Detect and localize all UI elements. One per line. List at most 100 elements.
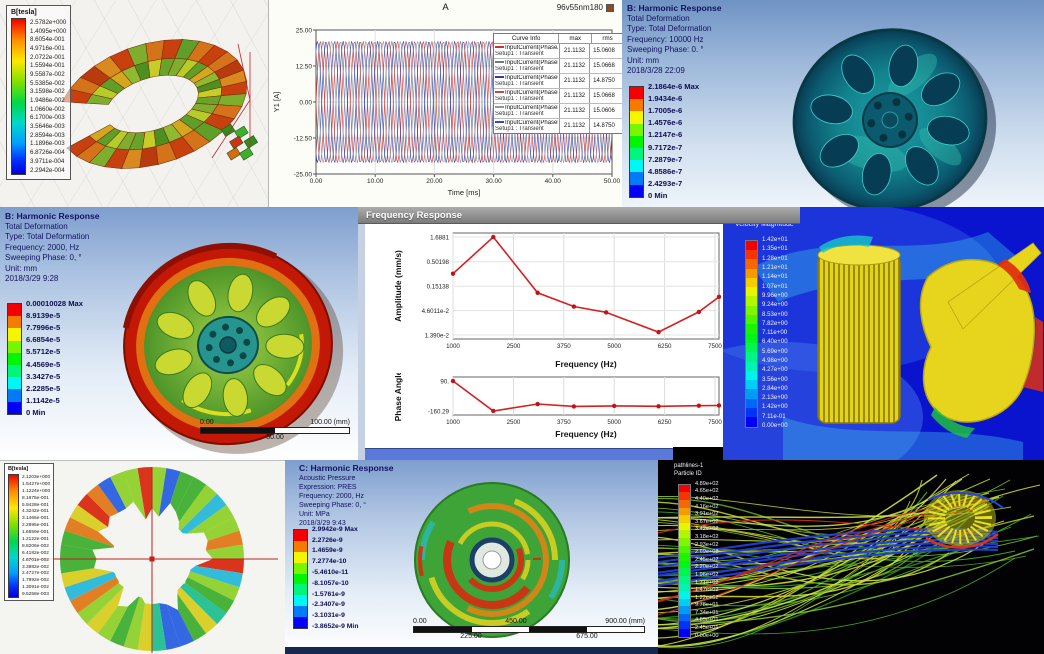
curve-setup: Setup1 : Transient <box>495 51 544 57</box>
ruler-label: 100.00 (mm) <box>310 419 350 426</box>
colorbar-label: 7.11e-01 <box>762 412 786 420</box>
colorbar-particle-id: 4.89e+02 4.65e+02 4.40e+02 4.16e+02 3.91e+02… <box>678 480 719 639</box>
result-line: Sweeping Phase: 0, ° <box>299 502 367 509</box>
colorbar-label: -2.3407e-9 <box>312 601 345 609</box>
model-badge: 96v55nm180 <box>557 3 614 12</box>
colorbar-label: 3.56e+00 <box>762 375 788 383</box>
panel-frequency-response: 1000 2500 3750 5000 6250 7500 1.6881 0.50198 0.1… <box>358 207 723 460</box>
svg-text:2500: 2500 <box>507 419 521 426</box>
colorbar-label: -8.1057e-10 <box>312 579 349 587</box>
wheel-3d-viewport[interactable] <box>0 207 358 460</box>
colorbar-label: 3.67e+02 <box>695 518 719 525</box>
svg-text:25.00: 25.00 <box>296 28 313 35</box>
svg-text:90.: 90. <box>440 378 449 385</box>
curve-color-swatch <box>495 91 504 94</box>
ruler-label: 450.00 <box>505 618 527 625</box>
pathlines-3d-viewport[interactable] <box>658 460 1044 654</box>
svg-text:6250: 6250 <box>658 343 672 350</box>
curve-color-swatch <box>495 46 504 49</box>
scale-ruler: 0.00 100.00 (mm) 50.00 <box>200 419 350 443</box>
colorbar-label: 4.89e+01 <box>695 617 719 624</box>
result-title: B: Harmonic Response <box>5 211 100 221</box>
curve-info-rows: InputCurrent(PhaseA) Setup1 : Transient … <box>494 44 622 133</box>
disc-3d-viewport[interactable] <box>285 460 658 654</box>
svg-text:5000: 5000 <box>607 419 621 426</box>
curve-rms: 14.8750 <box>593 123 615 129</box>
colorbar-labels: 2.1203e+000 1.5427e+000 1.1224e+000 8.1675e… <box>22 474 50 598</box>
ruler-label: 225.00 <box>460 633 482 640</box>
colorbar-label: 1.7005e-6 <box>648 105 683 115</box>
colorbar-label: 1.96e+02 <box>695 571 719 578</box>
curve-info-row: InputCurrent(PhaseA) Setup1 : Transient … <box>494 44 622 59</box>
colorbar-label: 2.2726e-9 <box>312 536 343 544</box>
colorbar-label: 1.28e+01 <box>762 254 788 262</box>
colorbar-labels: 4.89e+02 4.65e+02 4.40e+02 4.16e+02 3.91e+02… <box>695 480 719 639</box>
result-lines: Acoustic Pressure Expression: PRES Frequen… <box>299 474 394 528</box>
colorbar-label: 3.5646e-003 <box>30 123 65 131</box>
colorbar-label: 4.8586e-7 <box>648 166 683 176</box>
svg-text:Y1 [A]: Y1 [A] <box>272 92 281 112</box>
svg-text:1.6881: 1.6881 <box>430 234 449 241</box>
colorbar-label: 2.84e+00 <box>762 384 788 392</box>
result-line: Unit: mm <box>627 55 659 65</box>
colorbar-label: 1.21e+01 <box>762 264 788 272</box>
phase-chart[interactable]: 1000 2500 3750 5000 6250 7500 90. -160.29 Phase … <box>365 373 723 445</box>
svg-text:Amplitude (mm/s): Amplitude (mm/s) <box>393 250 403 322</box>
result-line: Frequency: 2000, Hz <box>299 493 364 500</box>
colorbar-label: 4.4569e-5 <box>26 359 61 369</box>
colorbar-label: -3.8652e-9 Min <box>312 623 359 631</box>
colorbar-label: 1.9486e-002 <box>30 97 65 105</box>
window-titlebar[interactable]: Frequency Response <box>358 207 800 224</box>
pathlines-name: pathlines-1 <box>674 463 704 469</box>
wheel-3d-viewport[interactable] <box>622 0 1044 207</box>
colorbar-b-tesla: B[tesla] 2.5782e+000 1.4095e+000 8.6054e-0… <box>6 5 72 180</box>
model-icon <box>606 3 614 12</box>
curve-setup: Setup1 : Transient <box>495 126 544 132</box>
ring-3d-viewport[interactable] <box>0 461 285 654</box>
colorbar-labels: 2.1864e-6 Max 1.9434e-6 1.7005e-6 1.4576e-6… <box>648 80 699 202</box>
curve-max: 21.1132 <box>560 59 590 73</box>
curve-setup: Setup1 : Transient <box>495 81 544 87</box>
colorbar-label: 4.16e+02 <box>695 503 719 510</box>
colorbar-label: 2.2942e-004 <box>30 166 65 174</box>
curve-info-row: InputCurrent(PhaseF) Setup1 : Transient … <box>494 119 622 133</box>
colorbar-gradient <box>629 86 644 198</box>
colorbar-b-tesla: B[tesla] 2.1203e+000 1.5427e+000 1.1224e+0… <box>4 463 55 602</box>
svg-text:Phase Angle: Phase Angle <box>393 373 403 421</box>
amplitude-chart[interactable]: 1000 2500 3750 5000 6250 7500 1.6881 0.50198 0.1… <box>365 225 723 377</box>
ruler-label: 900.00 (mm) <box>605 618 645 625</box>
colorbar-label: 1.4576e-6 <box>648 118 683 128</box>
colorbar-label: 1.1142e-5 <box>26 396 60 406</box>
svg-text:3750: 3750 <box>557 419 571 426</box>
ruler-label: 675.00 <box>576 633 598 640</box>
svg-text:50.00: 50.00 <box>604 178 621 185</box>
svg-text:1.390e-2: 1.390e-2 <box>425 332 450 339</box>
result-line: Type: Total Deformation <box>5 232 90 242</box>
colorbar-label: 2.9942e-9 Max <box>312 525 358 533</box>
colorbar-label: 7.2774e-10 <box>312 558 347 566</box>
curve-setup: Setup1 : Transient <box>495 66 544 72</box>
colorbar-label: 4.9716e-001 <box>30 44 65 52</box>
bottom-bar <box>285 647 658 654</box>
svg-text:0.00: 0.00 <box>310 178 323 185</box>
colorbar-label: 8.1675e-001 <box>22 495 49 501</box>
svg-text:2500: 2500 <box>507 343 521 350</box>
result-title: C: Harmonic Response <box>299 463 394 473</box>
panel-harmonic-response-2: B: Harmonic Response Total Deformation Ty… <box>0 207 358 460</box>
col-rms: rms <box>602 35 613 42</box>
colorbar-label: -3.1031e-9 <box>312 612 345 620</box>
ruler-label: 0.00 <box>200 419 214 426</box>
result-line: Unit: MPa <box>299 511 330 518</box>
colorbar-label: 1.5427e+000 <box>22 481 51 487</box>
colorbar-label: 4.65e+02 <box>695 488 719 495</box>
panel-cfd-velocity: contour-2 Velocity Magnitude 1.42e+011.3… <box>723 207 1044 460</box>
colorbar-label: 3.9711e-004 <box>30 157 65 165</box>
svg-text:30.00: 30.00 <box>485 178 502 185</box>
result-line: Sweeping Phase: 0. ° <box>627 45 704 55</box>
curve-rms: 14.8750 <box>593 78 615 84</box>
colorbar-gradient <box>8 474 19 599</box>
colorbar-gradient <box>293 529 308 629</box>
cfd-3d-viewport[interactable] <box>723 207 1044 460</box>
torus-3d-viewport[interactable] <box>0 0 268 207</box>
colorbar-label: 1.1224e+000 <box>22 488 51 494</box>
